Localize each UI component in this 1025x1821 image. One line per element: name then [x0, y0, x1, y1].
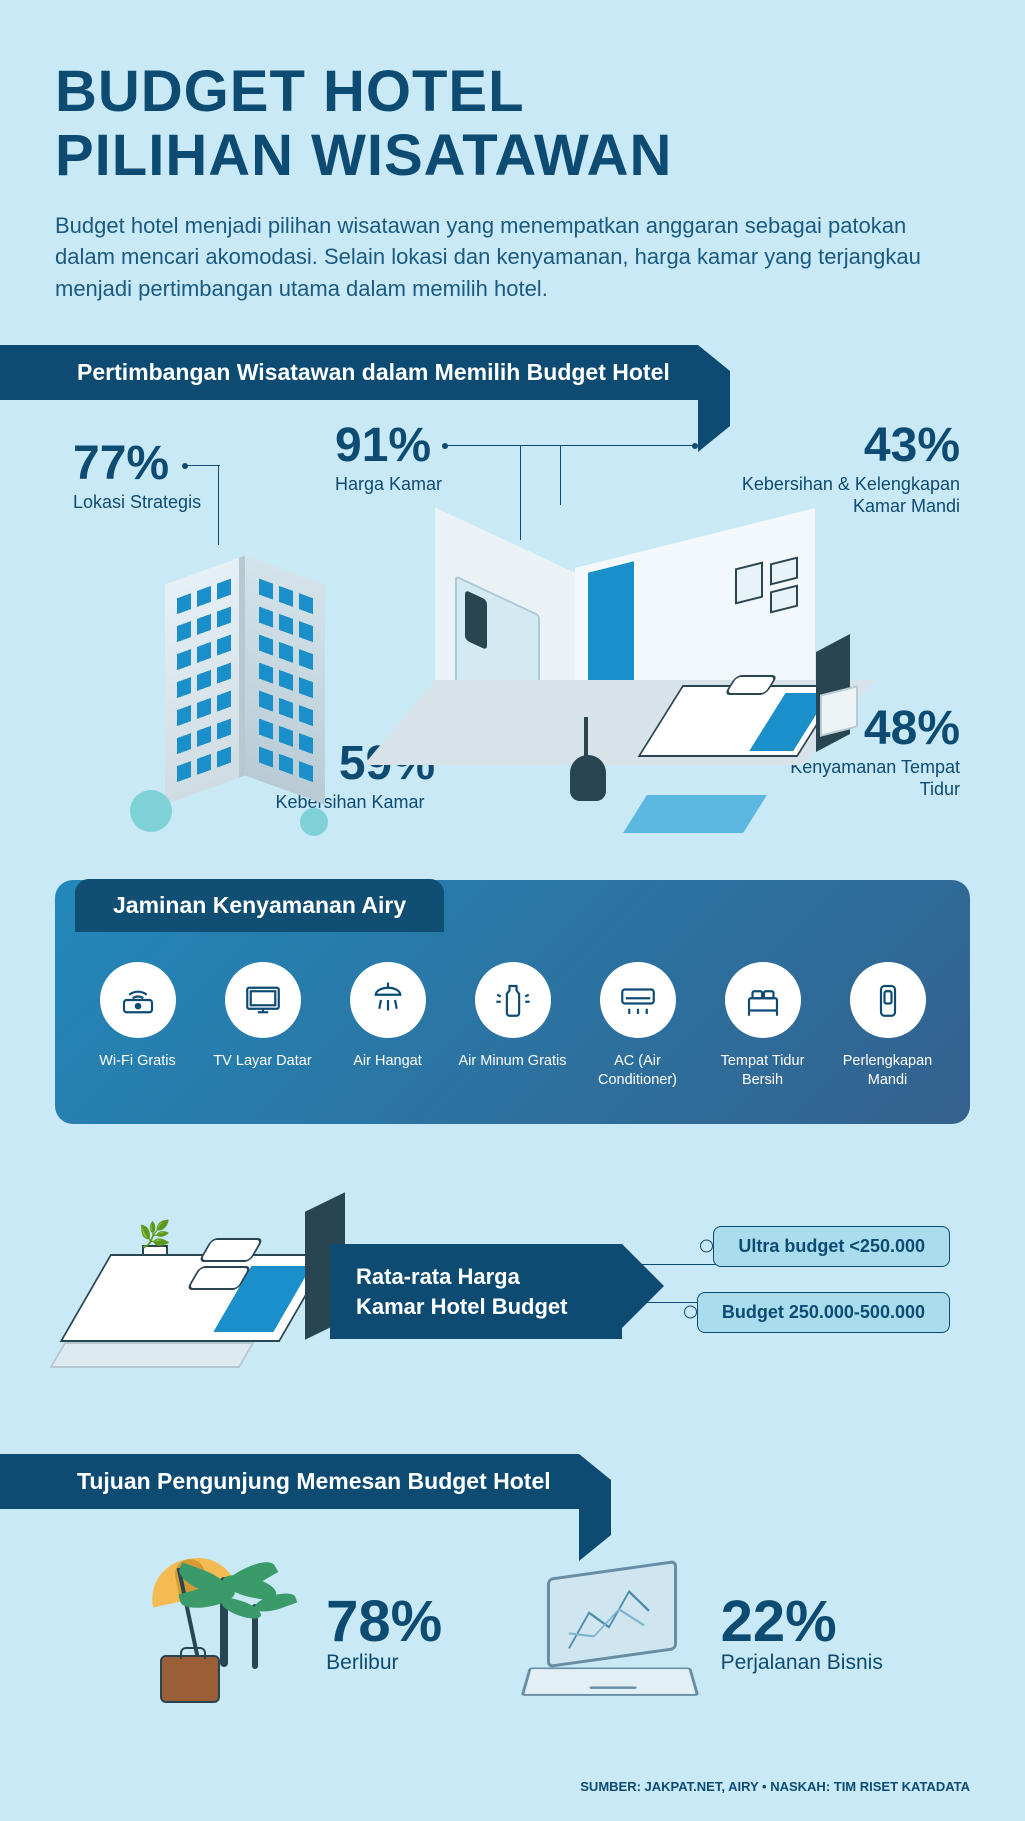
section-jaminan-title: Jaminan Kenyamanan Airy: [75, 879, 444, 932]
bush-icon: [300, 808, 328, 836]
connector: [617, 1302, 707, 1303]
building-icon: [165, 570, 335, 820]
amenity-water: Air Minum Gratis: [458, 962, 568, 1071]
subtitle: Budget hotel menjadi pilihan wisatawan y…: [55, 210, 925, 306]
section-tujuan-title: Tujuan Pengunjung Memesan Budget Hotel: [55, 1454, 579, 1509]
stat-harga-pct: 91%: [335, 422, 442, 470]
harga-box: Rata-rata Harga Kamar Hotel Budget: [330, 1244, 622, 1339]
business-pct: 22%: [721, 1593, 883, 1651]
shower-icon: [350, 962, 426, 1038]
harga-line-2: Kamar Hotel Budget: [356, 1294, 567, 1319]
vacation-icon: [142, 1559, 302, 1709]
vacation-label: Berlibur: [326, 1651, 442, 1675]
amenity-label: Air Minum Gratis: [458, 1052, 568, 1071]
price-tag-ultra: Ultra budget <250.000: [713, 1226, 950, 1267]
amenity-label: TV Layar Datar: [208, 1052, 318, 1071]
bed-illustration-icon: 🌿: [85, 1224, 315, 1374]
amenity-bed: Tempat Tidur Bersih: [708, 962, 818, 1090]
amenities-row: Wi-Fi Gratis TV Layar Datar Air Hangat A…: [55, 932, 970, 1090]
wifi-icon: [100, 962, 176, 1038]
connector: [185, 465, 220, 466]
bed-icon: [725, 962, 801, 1038]
room-icon: [435, 540, 905, 860]
tujuan-vacation: 78% Berlibur: [142, 1559, 442, 1709]
price-tag-budget: Budget 250.000-500.000: [697, 1292, 950, 1333]
title-line-1: BUDGET HOTEL: [55, 59, 525, 124]
amenity-label: Air Hangat: [333, 1052, 443, 1071]
amenity-label: Tempat Tidur Bersih: [708, 1052, 818, 1090]
pertimbangan-chart: 77% Lokasi Strategis 91% Harga Kamar 43%…: [55, 430, 970, 860]
amenity-label: Perlengkapan Mandi: [833, 1052, 943, 1090]
amenity-ac: AC (Air Conditioner): [583, 962, 693, 1090]
bottle-icon: [475, 962, 551, 1038]
business-label: Perjalanan Bisnis: [721, 1651, 883, 1675]
amenity-label: AC (Air Conditioner): [583, 1052, 693, 1090]
stat-mandi-pct: 43%: [700, 422, 960, 470]
vacation-pct: 78%: [326, 1593, 442, 1651]
laptop-icon: [537, 1559, 697, 1709]
toiletry-icon: [850, 962, 926, 1038]
section-pertimbangan-title: Pertimbangan Wisatawan dalam Memilih Bud…: [55, 345, 698, 400]
tujuan-business: 22% Perjalanan Bisnis: [537, 1559, 883, 1709]
title-line-2: PILIHAN WISATAWAN: [55, 123, 672, 188]
amenity-label: Wi-Fi Gratis: [83, 1052, 193, 1071]
amenity-toiletry: Perlengkapan Mandi: [833, 962, 943, 1090]
amenity-tv: TV Layar Datar: [208, 962, 318, 1071]
hotel-room-illustration: [105, 480, 925, 860]
connector: [520, 445, 695, 446]
jaminan-panel: Jaminan Kenyamanan Airy Wi-Fi Gratis TV …: [55, 880, 970, 1124]
bush-icon: [130, 790, 172, 832]
tv-icon: [225, 962, 301, 1038]
main-title: BUDGET HOTEL PILIHAN WISATAWAN: [55, 60, 970, 188]
ac-icon: [600, 962, 676, 1038]
tujuan-row: 78% Berlibur 22% Perjalanan Bis: [55, 1539, 970, 1749]
harga-line-1: Rata-rata Harga: [356, 1264, 520, 1289]
amenity-wifi: Wi-Fi Gratis: [83, 962, 193, 1071]
harga-section: 🌿 Rata-rata Harga Kamar Hotel Budget Ult…: [55, 1184, 970, 1424]
amenity-hotwater: Air Hangat: [333, 962, 443, 1071]
footer-source: SUMBER: JAKPAT.NET, AIRY • NASKAH: TIM R…: [0, 1779, 1025, 1814]
